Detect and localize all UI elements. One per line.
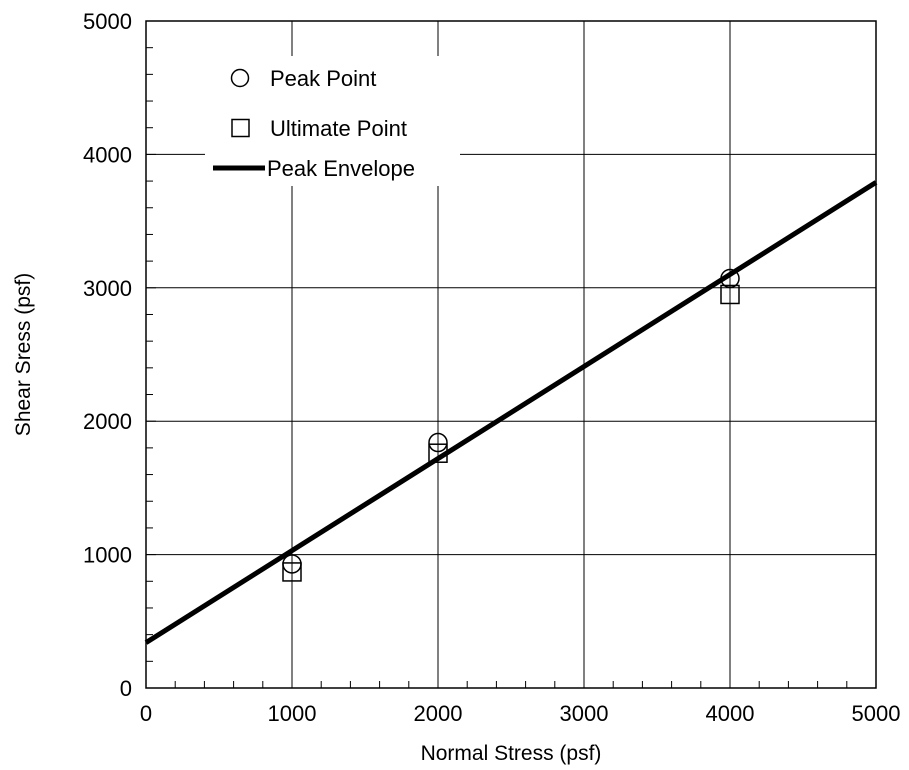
y-tick-label: 5000	[83, 9, 132, 34]
series-layer	[144, 180, 878, 645]
legend-label: Peak Envelope	[267, 156, 415, 181]
x-tick-label: 1000	[268, 701, 317, 726]
legend: Peak Point Ultimate Point Peak Envelope	[205, 56, 460, 186]
ultimate-point-marker	[720, 284, 740, 305]
legend-square-marker	[231, 118, 250, 138]
legend-circle-marker	[230, 68, 250, 88]
y-tick-label: 1000	[83, 543, 132, 568]
minor-ticks	[145, 20, 877, 689]
x-axis-label: Normal Stress (psf)	[421, 742, 602, 765]
y-axis-label: Shear Sress (psf)	[12, 273, 35, 436]
y-tick-label: 0	[120, 676, 132, 701]
x-tick-label: 3000	[560, 701, 609, 726]
y-tick-label: 3000	[83, 276, 132, 301]
peak-envelope-line	[144, 180, 878, 645]
tick-labels: 0 1000 2000 3000 4000 5000 0 1000 2000 3000 4000 50…	[83, 9, 900, 726]
legend-label: Peak Point	[270, 66, 376, 91]
x-tick-label: 2000	[414, 701, 463, 726]
legend-background	[205, 56, 460, 186]
y-tick-label: 2000	[83, 409, 132, 434]
y-tick-label: 4000	[83, 142, 132, 167]
peak-point-marker	[428, 432, 448, 453]
x-tick-label: 5000	[852, 701, 901, 726]
legend-label: Ultimate Point	[270, 116, 407, 141]
x-tick-label: 4000	[706, 701, 755, 726]
ultimate-point-marker	[282, 562, 302, 582]
plot-frame	[145, 20, 877, 689]
x-tick-label: 0	[140, 701, 152, 726]
